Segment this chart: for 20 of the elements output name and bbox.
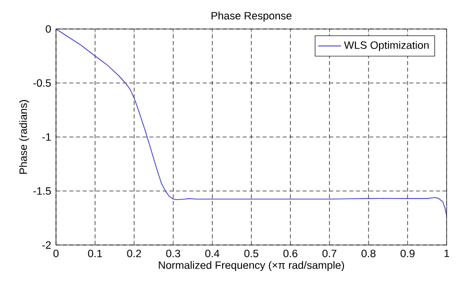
- chart-title: Phase Response: [212, 12, 292, 22]
- x-tick-label: 0.4: [205, 250, 220, 258]
- x-tick-label: 0.6: [283, 250, 298, 258]
- y-axis-title: Phase (radians): [19, 100, 30, 174]
- legend-label: WLS Optimization: [344, 41, 429, 52]
- y-tick-label: 0: [46, 25, 51, 33]
- x-tick-label: 0.7: [322, 250, 336, 258]
- x-tick-label: 0.9: [400, 250, 414, 258]
- x-tick-label: 1: [444, 250, 450, 258]
- x-tick-label: 0.8: [362, 250, 376, 258]
- x-tick-label: 0.3: [166, 250, 180, 258]
- x-tick-label: 0.2: [127, 250, 142, 258]
- x-tick-label: 0.1: [88, 250, 102, 258]
- y-tick-label: -1: [42, 133, 51, 141]
- y-tick-label: -2: [42, 241, 51, 249]
- y-tick-label: -1.5: [33, 187, 51, 195]
- x-axis-title: Normalized Frequency (×π rad/sample): [158, 261, 344, 272]
- x-tick-label: 0: [53, 250, 59, 258]
- y-tick-label: -0.5: [33, 79, 51, 87]
- x-tick-label: 0.5: [244, 250, 258, 258]
